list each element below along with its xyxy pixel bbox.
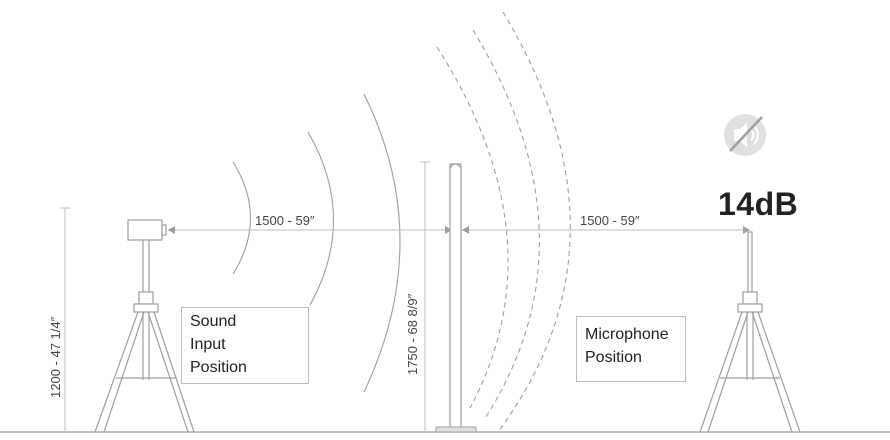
sound-wave-1 <box>232 161 252 275</box>
panel-height-label: 1750 - 68 8/9″ <box>405 293 420 375</box>
sound-waves-incident <box>232 93 401 393</box>
source-height-dimension: 1200 - 47 1/4″ <box>48 207 70 432</box>
sound-input-line-1: Sound <box>190 313 237 330</box>
speaker-muted-icon <box>724 114 766 156</box>
sound-input-line-2: Input <box>190 336 226 353</box>
microphone-line-1: Microphone <box>585 326 669 343</box>
panel-height-dimension: 1750 - 68 8/9″ <box>405 161 430 432</box>
microphone-position-label: Microphone Position <box>576 316 686 382</box>
transmitted-wave-3 <box>497 11 571 433</box>
transmitted-wave-2 <box>472 29 540 421</box>
sound-input-position-label: Sound Input Position <box>181 307 309 384</box>
microphone-icon <box>747 231 753 293</box>
panel-to-mic-label: 1500 - 59″ <box>580 213 640 228</box>
source-to-panel-label: 1500 - 59″ <box>255 213 315 228</box>
loudspeaker-icon <box>127 219 163 241</box>
sound-level-reading: 14dB <box>718 186 799 222</box>
microphone-line-2: Position <box>585 349 642 366</box>
panel-to-mic-dimension: 1500 - 59″ <box>462 213 750 234</box>
sound-input-line-3: Position <box>190 359 247 376</box>
panel-base <box>435 426 477 433</box>
source-to-panel-dimension: 1500 - 59″ <box>168 213 452 234</box>
sound-wave-3 <box>363 93 401 393</box>
microphone-tripod <box>699 231 801 433</box>
source-height-label: 1200 - 47 1/4″ <box>48 316 63 398</box>
acoustic-panel <box>435 163 477 433</box>
transmitted-wave-1 <box>436 46 509 409</box>
sound-waves-transmitted <box>436 11 571 433</box>
source-tripod <box>94 219 195 433</box>
sound-wave-2 <box>307 131 335 306</box>
